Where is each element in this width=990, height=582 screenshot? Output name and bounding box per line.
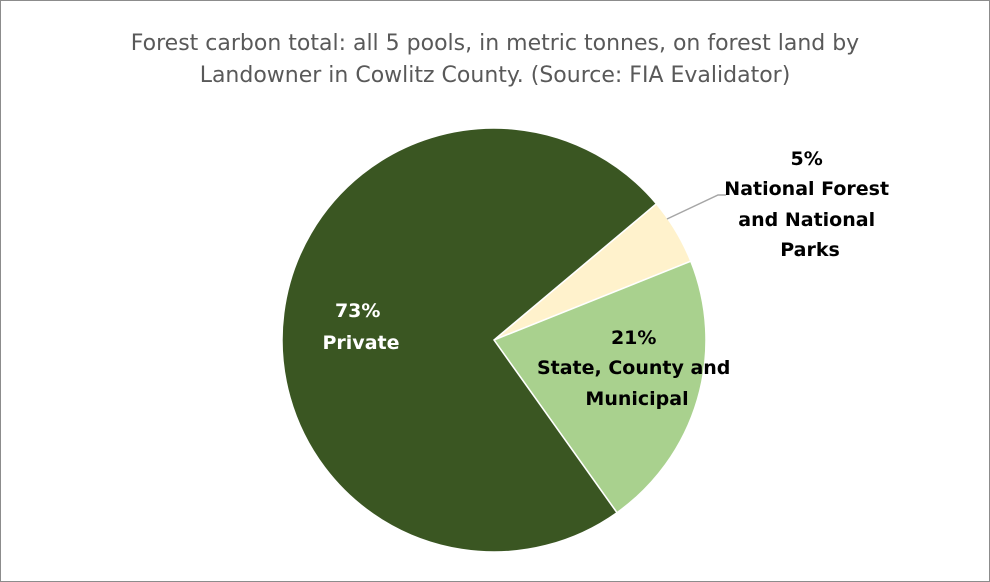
slice-name-national-forest-line-1: National Forest (724, 178, 889, 200)
leader-line-national (666, 194, 726, 220)
chart-title-line-2: Landowner in Cowlitz County. (Source: FI… (199, 63, 791, 88)
slice-label-private: 73% Private (323, 300, 400, 354)
slice-name-state-line-2: Municipal (585, 388, 688, 410)
slice-label-national-forest: 5% National Forest and National Parks (724, 148, 895, 261)
chart-title-line-1: Forest carbon total: all 5 pools, in met… (130, 31, 860, 56)
slice-pct-national-forest: 5% (791, 148, 823, 170)
slice-pct-private: 73% (335, 300, 380, 322)
slice-pct-state: 21% (611, 327, 656, 349)
chart-title: Forest carbon total: all 5 pools, in met… (0, 28, 990, 92)
slice-name-national-forest-line-2: and National (738, 209, 875, 231)
pie-slices (281, 127, 707, 553)
slice-name-state-line-1: State, County and (537, 357, 730, 379)
slice-name-national-forest-line-3: Parks (780, 239, 840, 261)
slice-private (281, 127, 658, 553)
slice-state (492, 260, 707, 514)
slice-label-state: 21% State, County and Municipal (537, 327, 737, 410)
slice-name-private: Private (323, 332, 400, 354)
